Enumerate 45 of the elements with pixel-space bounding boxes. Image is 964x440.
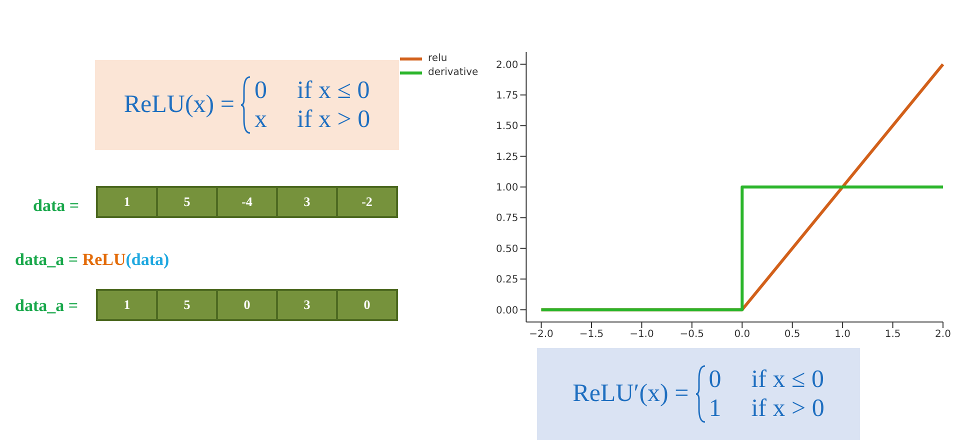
x-tick-label: 0.5 <box>784 329 800 340</box>
text: -2 <box>338 188 396 216</box>
x-tick-label: −1.0 <box>630 329 654 340</box>
text: 0 <box>218 291 278 319</box>
text: if x > 0 <box>296 105 370 134</box>
x-tick-label: 1.5 <box>884 329 901 340</box>
text: 1 <box>708 394 722 423</box>
legend-label: relu <box>428 52 448 66</box>
text: ReLU <box>82 250 126 269</box>
text: 1 <box>98 188 158 216</box>
y-tick-label: 1.25 <box>496 152 518 163</box>
legend-label: derivative <box>428 66 478 80</box>
text: -4 <box>218 188 278 216</box>
y-tick-label: 0.25 <box>496 274 518 286</box>
text: 3 <box>278 188 338 216</box>
x-tick-label: −0.5 <box>680 329 704 340</box>
text: if x ≤ 0 <box>296 76 370 105</box>
text: data = <box>33 196 80 216</box>
y-tick-label: 1.00 <box>496 182 518 194</box>
text: x <box>254 105 267 134</box>
text: 0 <box>338 291 396 319</box>
y-tick-label: 0.50 <box>496 244 518 255</box>
text: data_a = <box>15 250 78 269</box>
y-tick-label: 1.75 <box>496 90 518 102</box>
y-tick-label: 0.75 <box>496 213 518 224</box>
y-tick-label: 0.00 <box>496 305 518 316</box>
x-tick-label: 1.0 <box>834 329 851 340</box>
text: 1 <box>98 291 158 319</box>
x-tick-label: −1.5 <box>579 329 604 340</box>
text: ReLU(x) = <box>124 91 234 119</box>
text: data_a = <box>15 296 78 316</box>
text: 5 <box>158 188 218 216</box>
text: ReLU′(x) = <box>572 380 689 408</box>
text: 0 <box>254 76 267 105</box>
text: (data) <box>126 250 170 269</box>
text: if x ≤ 0 <box>751 365 824 394</box>
x-tick-label: −2.0 <box>529 329 554 340</box>
text: 0 <box>708 365 722 394</box>
text: 5 <box>158 291 218 319</box>
text: if x > 0 <box>751 394 824 423</box>
x-tick-label: 2.0 <box>935 329 951 340</box>
x-tick-label: 0.0 <box>734 329 750 340</box>
y-tick-label: 1.50 <box>496 121 518 132</box>
y-tick-label: 2.00 <box>496 60 518 71</box>
text: 3 <box>278 291 338 319</box>
